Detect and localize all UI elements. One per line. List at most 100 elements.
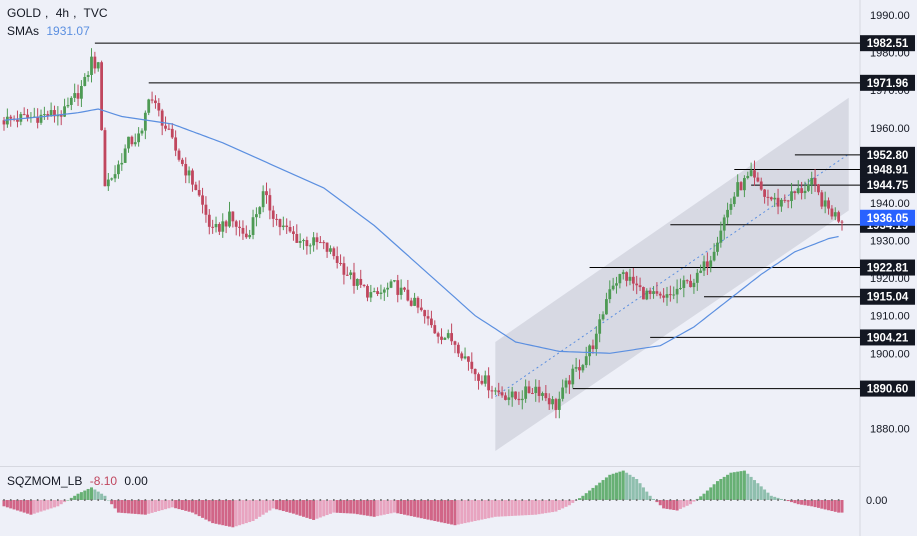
candle-body	[359, 278, 363, 285]
candle-body	[130, 136, 134, 145]
candle	[90, 48, 93, 83]
oscillator-bar	[406, 500, 410, 516]
candle	[695, 269, 699, 291]
candle	[248, 229, 252, 240]
candle	[648, 287, 652, 300]
candle	[483, 370, 487, 387]
sma-value: 1931.07	[46, 24, 90, 38]
squeeze-dot	[757, 499, 759, 501]
candle-body	[416, 297, 420, 308]
candle-body	[726, 209, 729, 218]
candle-body	[261, 191, 265, 208]
oscillator-bar	[584, 493, 588, 500]
candle-body	[810, 178, 814, 185]
oscillator-bar	[561, 500, 565, 509]
oscillator-bar	[342, 500, 346, 514]
oscillator-bar	[638, 483, 642, 500]
candle-body	[544, 393, 548, 399]
candle	[574, 357, 578, 372]
candle-body	[419, 307, 423, 311]
legend-symbol[interactable]: GOLD	[7, 6, 42, 20]
squeeze-dot	[299, 499, 301, 501]
candle	[833, 207, 837, 221]
oscillator-bar	[231, 500, 235, 528]
oscillator-bar	[365, 500, 369, 516]
oscillator-bar	[739, 471, 743, 500]
candle-body	[463, 356, 467, 359]
candle-body	[2, 120, 6, 125]
oscillator-bar	[641, 487, 645, 500]
legend-interval[interactable]: 4h	[55, 6, 70, 20]
candle-body	[366, 285, 369, 298]
oscillator-bar	[631, 476, 635, 500]
legend-source: TVC	[83, 6, 108, 20]
candle	[207, 209, 211, 235]
level-price-label: 1904.21	[860, 329, 915, 346]
candle-body	[813, 178, 817, 185]
oscillator-bar	[581, 495, 585, 500]
candle	[157, 98, 161, 117]
candle	[665, 286, 669, 306]
candle-body	[524, 386, 528, 399]
candle	[652, 286, 655, 299]
candle	[113, 165, 117, 183]
candle	[729, 198, 733, 215]
candle	[631, 267, 635, 291]
candle-body	[594, 333, 598, 350]
oscillator-bar	[756, 483, 760, 500]
squeeze-dot	[292, 499, 295, 501]
oscillator-bar	[157, 500, 161, 512]
candle-body	[611, 285, 615, 290]
candle-body	[211, 226, 215, 228]
candle	[352, 262, 356, 294]
squeeze-dot	[110, 499, 113, 501]
candle-body	[362, 284, 366, 286]
candle	[517, 391, 521, 405]
squeeze-dot	[804, 499, 806, 501]
squeeze-dot	[750, 499, 752, 501]
squeeze-dot	[218, 499, 221, 501]
sma-legend[interactable]: SMAs 1931.07	[7, 24, 94, 38]
candle	[49, 102, 53, 117]
squeeze-dot	[642, 499, 645, 501]
oscillator-bar	[726, 474, 730, 500]
candle	[823, 191, 827, 214]
squeeze-dot	[595, 499, 598, 501]
oscillator-bar	[379, 500, 383, 516]
candle-body	[244, 233, 248, 238]
oscillator-bar	[803, 500, 807, 506]
oscillator-bar	[113, 500, 117, 509]
candle-body	[709, 260, 713, 267]
candle-body	[379, 292, 383, 295]
oscillator-bar	[372, 500, 376, 517]
candle	[780, 198, 783, 212]
squeeze-dot	[824, 499, 826, 501]
oscillator-bar	[705, 490, 709, 500]
oscillator-legend[interactable]: SQZMOM_LB -8.10 0.00	[7, 474, 152, 488]
candle	[581, 363, 585, 373]
oscillator-bar	[648, 495, 652, 500]
squeeze-dot	[164, 499, 167, 501]
candle-body	[73, 93, 77, 98]
candle	[605, 292, 608, 315]
squeeze-dot	[508, 499, 510, 501]
candle-body	[796, 188, 800, 194]
oscillator-bar	[527, 500, 531, 516]
oscillator-bar	[742, 470, 746, 500]
squeeze-dot	[656, 499, 658, 501]
oscillator-bar	[776, 497, 780, 500]
oscillator-bar	[840, 500, 844, 513]
candle-body	[467, 356, 470, 362]
candle-body	[574, 367, 578, 369]
oscillator-bar	[830, 500, 834, 512]
candle-body	[588, 345, 591, 357]
squeeze-dot	[117, 499, 120, 501]
candle	[191, 168, 194, 192]
candle	[133, 133, 137, 147]
candle-body	[312, 237, 316, 246]
candle	[662, 288, 666, 303]
candle	[69, 96, 73, 111]
candle	[96, 61, 100, 72]
candle	[359, 269, 363, 288]
